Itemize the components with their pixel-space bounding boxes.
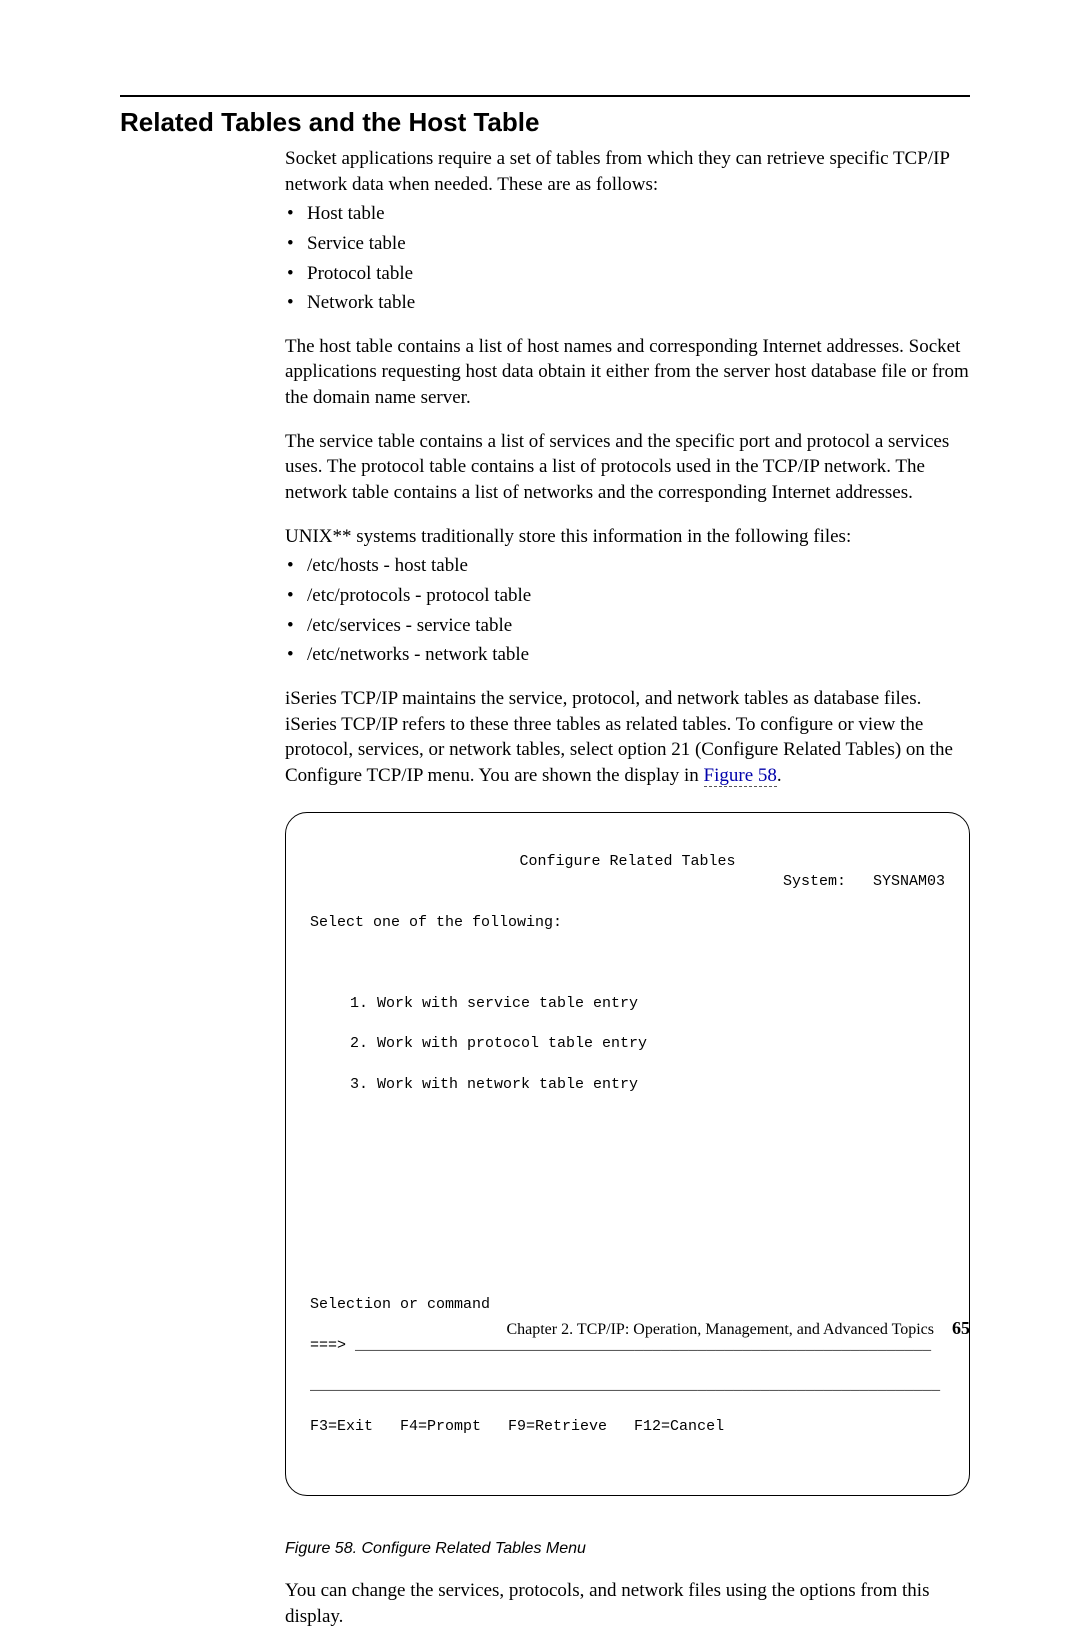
unix-paragraph: UNIX** systems traditionally store this … [285, 524, 970, 550]
iseries-text-a: iSeries TCP/IP maintains the service, pr… [285, 688, 953, 786]
terminal-system-line: System: SYSNAM03 [310, 872, 945, 892]
terminal-system-value: SYSNAM03 [873, 873, 945, 890]
footer-page-number: 65 [952, 1318, 970, 1338]
closing-paragraph: You can change the services, protocols, … [285, 1578, 970, 1629]
terminal-system-label: System: [783, 873, 846, 890]
terminal-prompt: Select one of the following: [310, 913, 945, 933]
terminal-cmd-prefix: ===> [310, 1337, 346, 1354]
unix-files-list: /etc/hosts - host table /etc/protocols -… [285, 553, 970, 668]
top-rule [120, 95, 970, 97]
host-table-paragraph: The host table contains a list of host n… [285, 334, 970, 411]
figure-caption: Figure 58. Configure Related Tables Menu [285, 1538, 970, 1560]
terminal-option: 2. Work with protocol table entry [350, 1034, 945, 1054]
service-table-paragraph: The service table contains a list of ser… [285, 429, 970, 506]
list-item: Host table [285, 201, 970, 227]
figure-reference-link[interactable]: Figure 58 [704, 765, 777, 787]
terminal-blank [310, 953, 945, 973]
page: Related Tables and the Host Table Socket… [0, 0, 1080, 1397]
page-footer: Chapter 2. TCP/IP: Operation, Management… [120, 1318, 970, 1339]
iseries-paragraph: iSeries TCP/IP maintains the service, pr… [285, 686, 970, 789]
terminal-divider: ________________________________________… [310, 1376, 945, 1396]
list-item: /etc/networks - network table [285, 642, 970, 668]
list-item: Service table [285, 231, 970, 257]
list-item: /etc/protocols - protocol table [285, 583, 970, 609]
footer-chapter: Chapter 2. TCP/IP: Operation, Management… [506, 1321, 934, 1338]
terminal-selection-label: Selection or command [310, 1295, 945, 1315]
terminal-option: 3. Work with network table entry [350, 1075, 945, 1095]
terminal-figure: Configure Related Tables System: SYSNAM0… [285, 812, 970, 1496]
body-column: Socket applications require a set of tab… [285, 146, 970, 1629]
list-item: /etc/services - service table [285, 613, 970, 639]
terminal-fkeys: F3=Exit F4=Prompt F9=Retrieve F12=Cancel [310, 1417, 945, 1437]
list-item: /etc/hosts - host table [285, 553, 970, 579]
section-heading: Related Tables and the Host Table [120, 107, 970, 138]
terminal-title: Configure Related Tables [310, 852, 945, 872]
iseries-text-b: . [777, 765, 782, 786]
terminal-option: 1. Work with service table entry [350, 994, 945, 1014]
list-item: Network table [285, 290, 970, 316]
tables-list: Host table Service table Protocol table … [285, 201, 970, 316]
intro-paragraph: Socket applications require a set of tab… [285, 146, 970, 197]
list-item: Protocol table [285, 261, 970, 287]
terminal-screen: Configure Related Tables System: SYSNAM0… [285, 812, 970, 1496]
